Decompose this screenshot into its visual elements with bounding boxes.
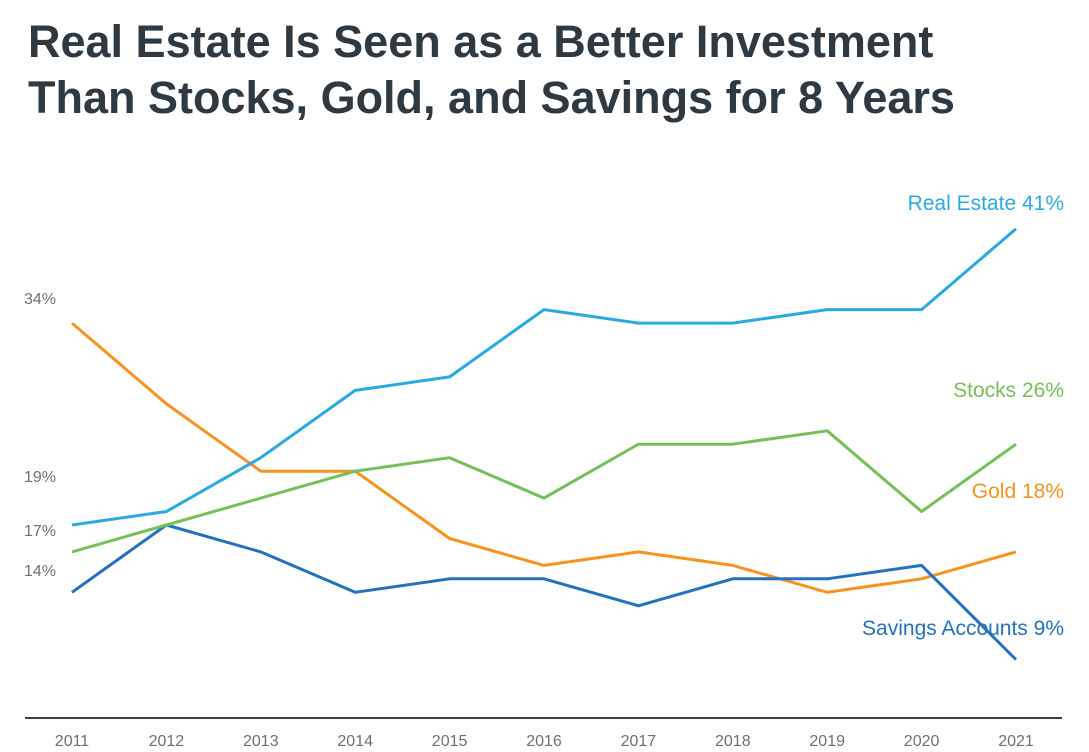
series-layer — [71, 227, 1018, 661]
x-tick-label-2014: 2014 — [337, 733, 373, 750]
start-value-labels: 34% 19% 17% 14% — [24, 291, 56, 580]
end-label-stocks: Stocks 26% — [953, 379, 1064, 402]
x-tick-labels: 2011 2012 2013 2014 2015 2016 2017 2018 2019 2020… — [55, 733, 1034, 750]
start-label-19: 19% — [24, 469, 56, 486]
start-label-17: 17% — [24, 523, 56, 540]
start-label-14: 14% — [24, 563, 56, 580]
end-label-real-estate: Real Estate 41% — [908, 192, 1064, 215]
end-label-gold: Gold 18% — [972, 480, 1064, 503]
x-tick-label-2019: 2019 — [809, 733, 845, 750]
series-line-real-estate — [71, 227, 1017, 527]
x-tick-label-2021: 2021 — [998, 733, 1034, 750]
x-tick-label-2013: 2013 — [243, 733, 279, 750]
end-label-savings-accounts: Savings Accounts 9% — [862, 617, 1064, 640]
x-tick-label-2016: 2016 — [526, 733, 562, 750]
x-tick-label-2011: 2011 — [55, 733, 90, 750]
chart-title: Real Estate Is Seen as a Better Investme… — [28, 14, 1078, 126]
chart-title-line-2: Than Stocks, Gold, and Savings for 8 Yea… — [28, 72, 955, 123]
series-line-gold — [71, 321, 1017, 594]
x-tick-label-2015: 2015 — [432, 733, 468, 750]
x-tick-label-2017: 2017 — [621, 733, 657, 750]
x-tick-label-2020: 2020 — [904, 733, 940, 750]
chart-title-line-1: Real Estate Is Seen as a Better Investme… — [28, 16, 934, 67]
end-value-labels: Real Estate 41% Stocks 26% Gold 18% Savi… — [862, 192, 1064, 640]
x-tick-label-2018: 2018 — [715, 733, 751, 750]
series-line-savings-accounts — [71, 523, 1018, 661]
start-label-34: 34% — [24, 291, 56, 308]
series-line-stocks — [71, 429, 1017, 554]
x-tick-label-2012: 2012 — [149, 733, 185, 750]
